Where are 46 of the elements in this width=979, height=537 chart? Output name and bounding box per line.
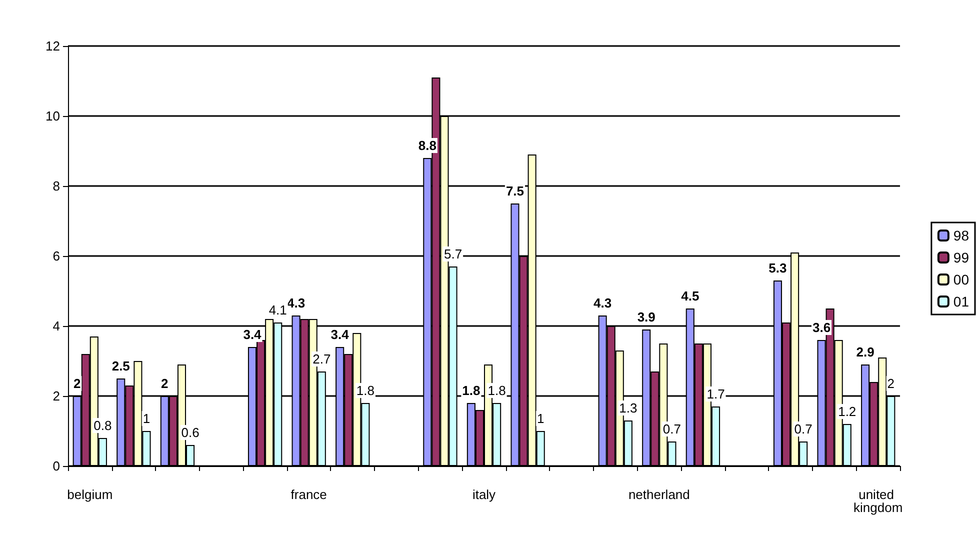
data-label: 0.7: [794, 422, 812, 436]
data-label: 2.7: [312, 352, 331, 366]
x-tick-label: netherland: [628, 487, 690, 502]
y-tick-label: 10: [46, 108, 60, 124]
data-label: 2: [887, 376, 895, 391]
y-tick-label: 4: [52, 318, 60, 334]
legend-label: 99: [953, 250, 970, 266]
data-label: 2: [161, 376, 168, 391]
x-tick-label: belgium: [67, 487, 113, 502]
data-label: 7.5: [506, 184, 524, 198]
x-tick-label: italy: [472, 487, 496, 502]
data-label: 3.6: [812, 320, 831, 335]
data-label: 2.5: [112, 358, 130, 374]
legend-label: 98: [953, 228, 970, 244]
x-tick-label: france: [290, 487, 327, 502]
data-label: 8.8: [418, 138, 436, 153]
data-label: 4.1: [268, 302, 287, 318]
y-tick-label: 2: [52, 388, 60, 404]
data-label: 5.7: [444, 246, 462, 262]
data-label: 5.3: [768, 260, 787, 276]
data-label: 1: [536, 411, 544, 426]
x-tick-label: united kingdom: [854, 487, 903, 515]
data-label: 1.3: [619, 400, 638, 416]
data-label: 0.6: [181, 425, 200, 440]
data-label: 2: [73, 376, 81, 391]
data-label: 4.3: [594, 296, 612, 310]
y-tick-label: 8: [52, 178, 60, 194]
data-label: 1.8: [462, 383, 480, 398]
data-label: 3.9: [637, 310, 656, 324]
y-tick-label: 6: [52, 248, 60, 264]
data-label: 4.3: [286, 296, 306, 310]
y-tick-label: 0: [52, 458, 60, 474]
data-label: 1.7: [706, 386, 725, 402]
data-label: 4.5: [681, 288, 700, 304]
data-label: 1: [142, 411, 150, 426]
data-label: 3.4: [330, 327, 350, 342]
data-label: 2.9: [856, 344, 874, 360]
data-label: 3.4: [243, 327, 262, 342]
data-label: 1.2: [838, 404, 856, 419]
data-label: 0.8: [94, 418, 112, 433]
y-tick-label: 12: [46, 38, 60, 54]
legend-label: 01: [953, 294, 970, 310]
legend-label: 00: [953, 272, 970, 288]
data-label: 1.8: [488, 383, 506, 398]
data-label: 0.7: [662, 422, 682, 436]
data-label: 1.8: [356, 383, 374, 398]
